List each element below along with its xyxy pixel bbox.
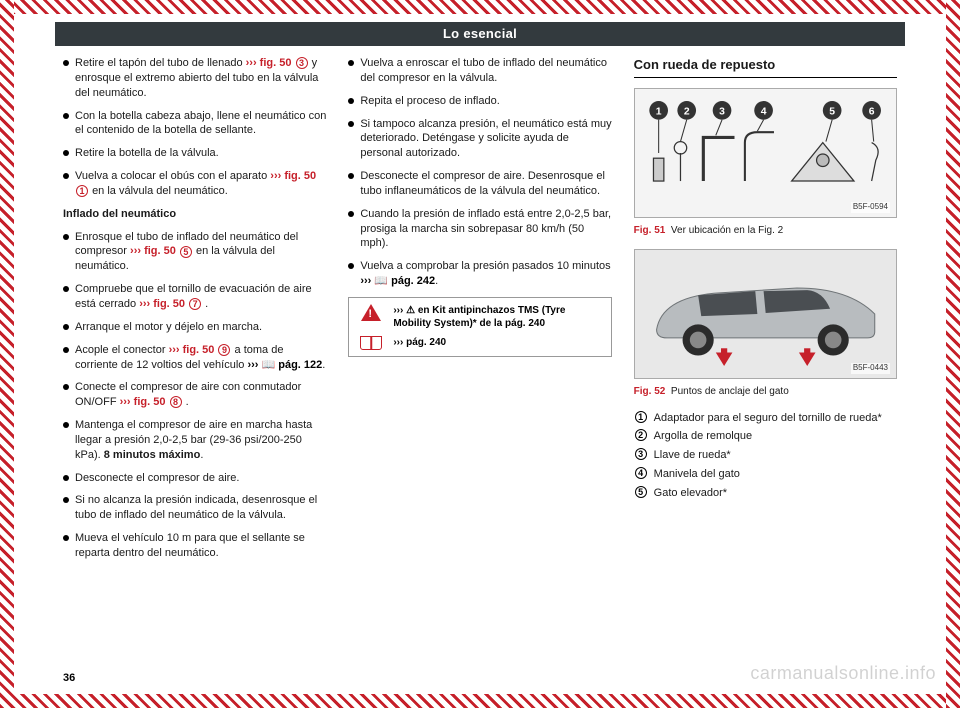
legend-item: 3Llave de rueda* — [634, 448, 897, 463]
legend-num-icon: 2 — [635, 429, 647, 441]
column-3: Con rueda de repuesto — [634, 56, 897, 686]
warning-box: ››› ⚠ en Kit antipinchazos TMS (Tyre Mob… — [348, 297, 611, 357]
list-item: Mueva el vehículo 10 m para que el sella… — [63, 531, 326, 561]
ref-num-icon: 3 — [296, 57, 308, 69]
border-hatch-left — [0, 0, 14, 708]
list-item: Acople el conector ››› fig. 50 9 a toma … — [63, 343, 326, 373]
legend-item: 2Argolla de remolque — [634, 429, 897, 444]
page-ref: ››› 📖 pág. 242 — [360, 275, 435, 287]
fig-ref: ››› fig. 50 — [270, 170, 316, 182]
subheading: Inflado del neumático — [63, 207, 326, 222]
svg-text:2: 2 — [683, 106, 689, 117]
page-area: Lo esencial Retire el tapón del tubo de … — [55, 22, 905, 686]
list-item: Compruebe que el tornillo de evacuación … — [63, 282, 326, 312]
fig-ref: ››› fig. 50 — [246, 57, 292, 69]
svg-text:3: 3 — [719, 106, 725, 117]
svg-text:6: 6 — [868, 106, 874, 117]
list-item: Conecte el compresor de aire con conmuta… — [63, 380, 326, 410]
legend-item: 4Manivela del gato — [634, 467, 897, 482]
list-item: Vuelva a enroscar el tubo de inflado del… — [348, 56, 611, 86]
ref-num-icon: 5 — [180, 246, 192, 258]
fig-ref: ››› fig. 50 — [169, 344, 215, 356]
warning-text: ››› pág. 240 — [393, 336, 446, 349]
warning-text: ››› ⚠ en Kit antipinchazos TMS (Tyre Mob… — [393, 304, 602, 330]
list-item: Retire la botella de la válvula. — [63, 146, 326, 161]
list-item: Arranque el motor y déjelo en marcha. — [63, 320, 326, 335]
legend-num-icon: 3 — [635, 448, 647, 460]
figure-52: B5F-0443 — [634, 249, 897, 379]
ref-num-icon: 8 — [170, 396, 182, 408]
svg-text:4: 4 — [760, 106, 766, 117]
column-1: Retire el tapón del tubo de llenado ››› … — [63, 56, 326, 686]
fig-ref: ››› fig. 50 — [130, 245, 176, 257]
list-item: Enrosque el tubo de inflado del neumátic… — [63, 230, 326, 275]
columns: Retire el tapón del tubo de llenado ››› … — [55, 46, 905, 686]
book-icon — [357, 336, 385, 350]
list-item: Si no alcanza la presión indicada, desen… — [63, 493, 326, 523]
warning-triangle-icon — [357, 304, 385, 321]
list-item: Mantenga el compresor de aire en marcha … — [63, 418, 326, 463]
figure-51: 1 2 3 4 5 6 — [634, 88, 897, 218]
border-hatch-bottom — [0, 694, 960, 708]
legend-num-icon: 1 — [635, 411, 647, 423]
legend-num-icon: 5 — [635, 486, 647, 498]
figure-caption: Fig. 51 Ver ubicación en la Fig. 2 — [634, 224, 897, 238]
list-item: Cuando la presión de inflado está entre … — [348, 207, 611, 252]
list-item: Vuelva a comprobar la presión pasados 10… — [348, 259, 611, 289]
legend-item: 1Adaptador para el seguro del tornillo d… — [634, 411, 897, 426]
page-ref: ››› 📖 pág. 122 — [247, 359, 322, 371]
figure-label: B5F-0594 — [851, 202, 890, 213]
list-item: Repita el proceso de inflado. — [348, 94, 611, 109]
ref-num-icon: 1 — [76, 185, 88, 197]
ref-num-icon: 9 — [218, 344, 230, 356]
figure-caption: Fig. 52 Puntos de anclaje del gato — [634, 385, 897, 399]
tools-illustration: 1 2 3 4 5 6 — [641, 95, 890, 211]
column-2: Vuelva a enroscar el tubo de inflado del… — [348, 56, 611, 686]
svg-text:1: 1 — [655, 106, 661, 117]
section-title: Con rueda de repuesto — [634, 56, 897, 78]
ref-num-icon: 7 — [189, 298, 201, 310]
list-item: Vuelva a colocar el obús con el aparato … — [63, 169, 326, 199]
border-hatch-top — [0, 0, 960, 14]
page-header: Lo esencial — [55, 22, 905, 46]
list-item: Desconecte el compresor de aire. Desenro… — [348, 169, 611, 199]
list-item: Retire el tapón del tubo de llenado ››› … — [63, 56, 326, 101]
fig-ref: ››› fig. 50 — [120, 396, 166, 408]
list-item: Si tampoco alcanza presión, el neumático… — [348, 117, 611, 162]
list-item: Con la botella cabeza abajo, llene el ne… — [63, 109, 326, 139]
list-item: Desconecte el compresor de aire. — [63, 471, 326, 486]
car-illustration — [641, 256, 890, 372]
page-number: 36 — [63, 672, 75, 684]
legend-item: 5Gato elevador* — [634, 486, 897, 501]
legend-num-icon: 4 — [635, 467, 647, 479]
border-hatch-right — [946, 0, 960, 708]
figure-label: B5F-0443 — [851, 363, 890, 374]
fig-ref: ››› fig. 50 — [139, 298, 185, 310]
page-header-title: Lo esencial — [443, 26, 517, 41]
svg-text:5: 5 — [829, 106, 835, 117]
